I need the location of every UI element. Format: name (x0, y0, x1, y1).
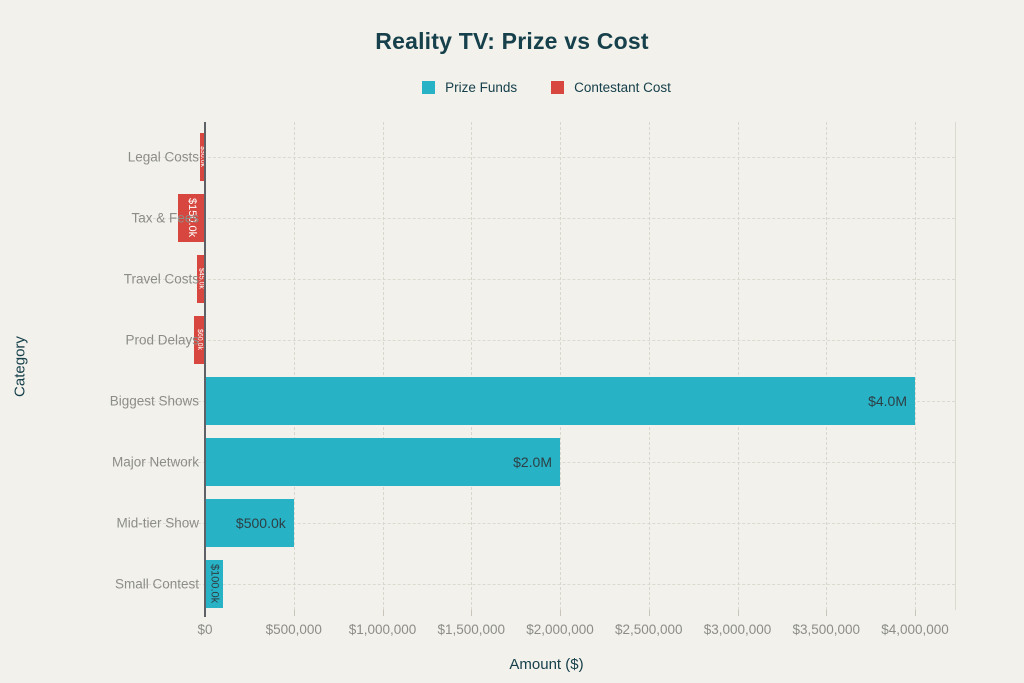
x-tick-label: $3,500,000 (792, 622, 861, 637)
chart-title: Reality TV: Prize vs Cost (375, 28, 649, 54)
legend-item-contestant-cost[interactable]: Contestant Cost (551, 80, 671, 95)
x-tick-label: $2,500,000 (614, 622, 683, 637)
bar-prod-delays: $60.0k (194, 316, 205, 364)
bar-value-label: $150.0k (186, 198, 199, 238)
y-tick-label: Legal Costs (127, 149, 199, 165)
x-tick-label: $500,000 (265, 622, 322, 637)
plot-area: $30.0k $150.0k $45.0k $60.0k $4.0M $2.0M $500.… (138, 122, 956, 617)
x-tick-mark (826, 610, 828, 616)
y-tick-label: Travel Costs (123, 271, 199, 287)
y-tick-label: Biggest Shows (109, 393, 199, 409)
legend-item-prize-funds[interactable]: Prize Funds (422, 80, 517, 95)
legend-label: Contestant Cost (574, 80, 671, 95)
gridline-vertical (560, 122, 561, 610)
bar-value-label: $45.0k (197, 268, 205, 290)
gridline-vertical (382, 122, 384, 610)
y-axis-title: Category (11, 336, 29, 397)
x-tick-mark (382, 610, 384, 616)
bar-value-label: $4.0M (868, 393, 907, 409)
y-tick-label: Mid-tier Show (116, 515, 199, 531)
x-tick-mark (648, 610, 650, 616)
y-tick-label: Small Contest (114, 576, 199, 592)
x-tick-mark (915, 610, 916, 616)
y-tick-label: Major Network (111, 454, 199, 470)
y-tick-label: Prod Delays (125, 332, 199, 348)
gridline-horizontal (138, 218, 955, 219)
bar-small-contest: $100.0k (205, 560, 223, 608)
gridline-vertical (915, 122, 916, 610)
bar-mid-tier-show: $500.0k (205, 499, 294, 547)
gridline-vertical (293, 122, 295, 610)
bar-value-label: $2.0M (513, 454, 552, 470)
bar-value-label: $60.0k (196, 329, 204, 351)
x-tick-label: $4,000,000 (881, 622, 949, 637)
x-tick-mark (560, 610, 561, 616)
legend-label: Prize Funds (445, 80, 518, 95)
bar-value-label: $500.0k (235, 515, 286, 531)
bar-tax-fees: $150.0k (178, 194, 205, 242)
gridline-horizontal (138, 279, 955, 280)
prize-funds-swatch-icon (422, 81, 436, 94)
bar-travel-costs: $45.0k (197, 255, 205, 303)
gridline-horizontal (138, 523, 955, 524)
x-tick-label: $1,500,000 (437, 622, 506, 637)
x-tick-label: $2,000,000 (526, 622, 594, 637)
x-tick-label: $0 (197, 622, 213, 637)
contestant-cost-swatch-icon (551, 81, 565, 94)
bar-value-label: $30.0k (199, 146, 205, 168)
y-tick-label: Tax & Fees (131, 210, 199, 226)
bar-major-network: $2.0M (205, 438, 560, 486)
x-tick-mark (471, 610, 473, 616)
bar-biggest-shows: $4.0M (205, 377, 915, 425)
x-axis-title: Amount ($) (509, 656, 584, 673)
bar-value-label: $100.0k (208, 564, 221, 604)
gridline-vertical (471, 122, 473, 610)
bar-legal-costs: $30.0k (199, 133, 205, 181)
gridline-horizontal (138, 157, 955, 158)
x-tick-label: $1,000,000 (348, 622, 417, 637)
zero-axis-line (204, 122, 206, 617)
x-tick-mark (737, 610, 739, 616)
gridline-vertical (648, 122, 650, 610)
gridline-vertical (826, 122, 828, 610)
x-tick-mark (293, 610, 295, 616)
legend: Prize Funds Contestant Cost (138, 80, 955, 95)
gridline-horizontal (138, 584, 955, 585)
gridline-horizontal (138, 340, 955, 341)
x-tick-label: $3,000,000 (703, 622, 772, 637)
gridline-vertical (737, 122, 739, 610)
